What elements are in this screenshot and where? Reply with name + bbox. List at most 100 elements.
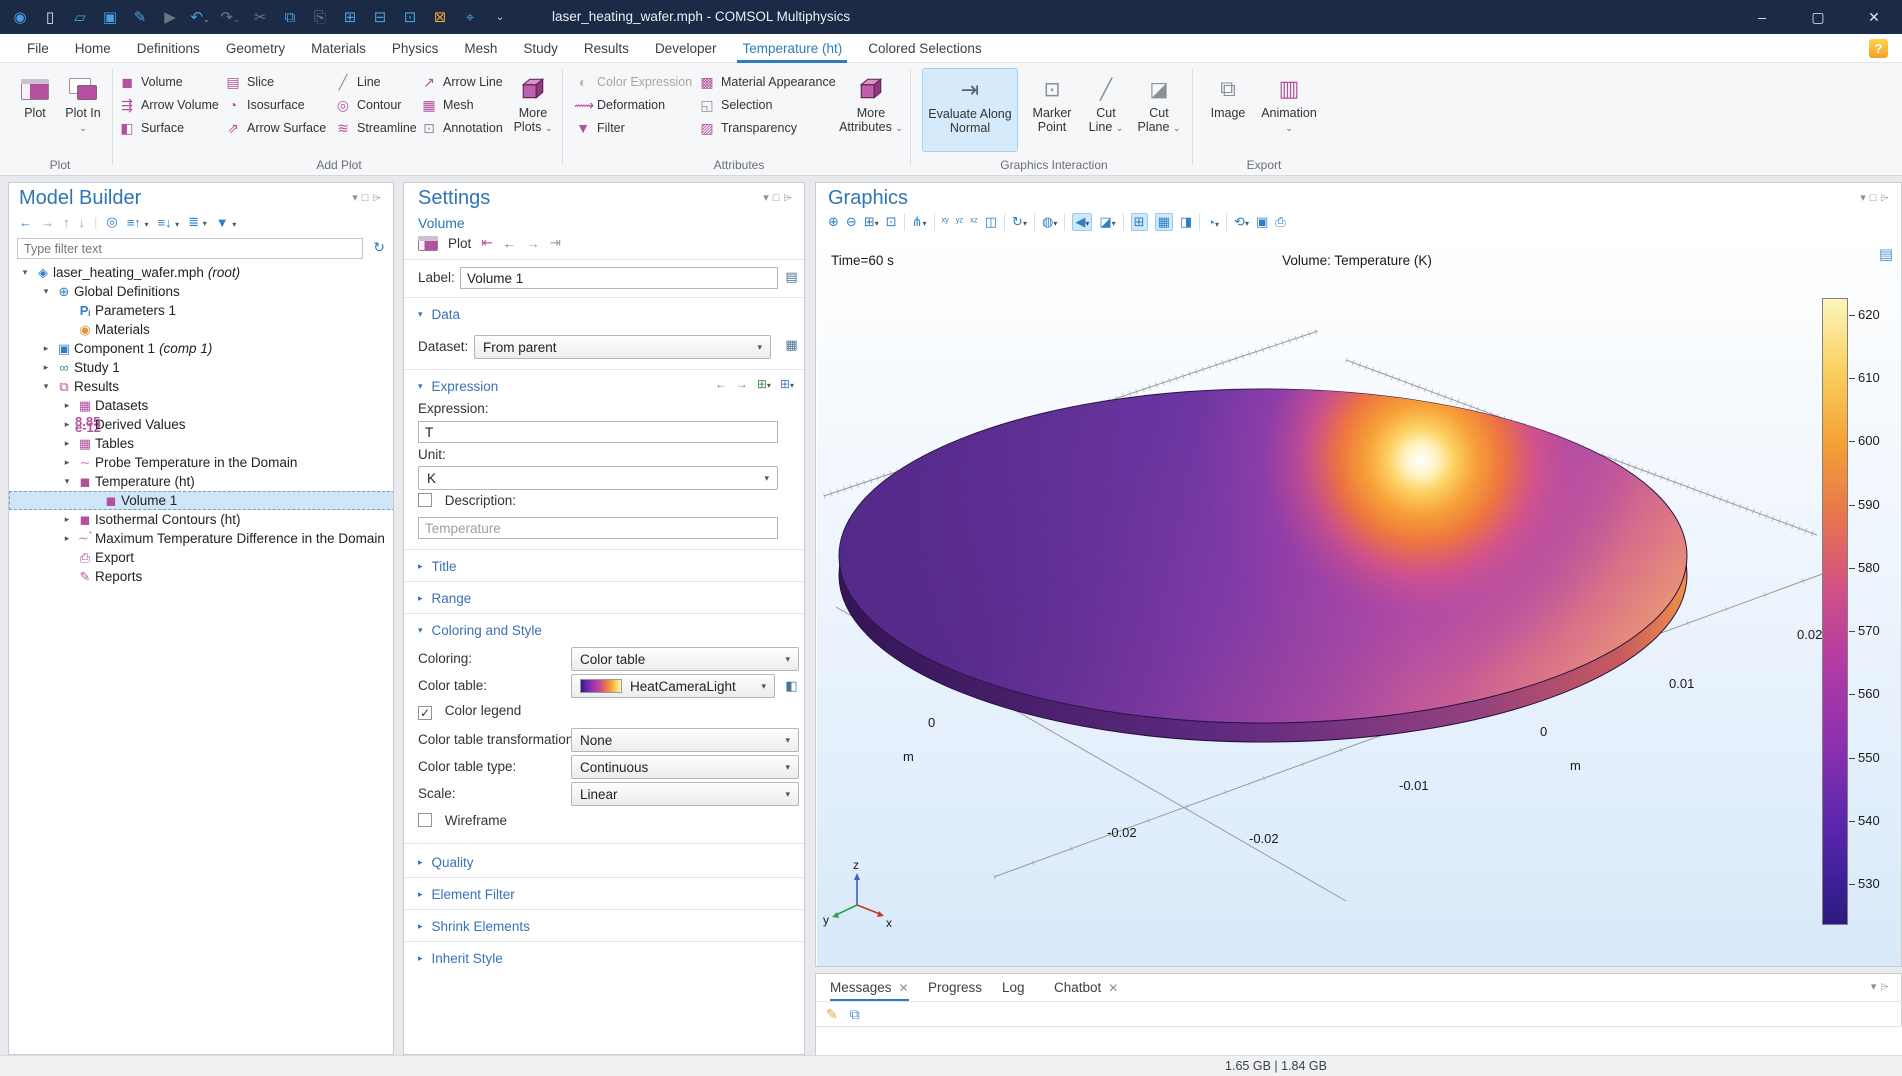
save-as-icon[interactable]: ✎ (133, 9, 147, 26)
description-input[interactable] (418, 517, 778, 539)
add-mesh-button[interactable]: ▦ Mesh (420, 93, 473, 117)
menu-temperature-ht[interactable]: Temperature (ht) (729, 34, 855, 63)
wireframe-checkbox[interactable] (418, 813, 432, 827)
add-arrow-line-button[interactable]: ↗ Arrow Line (420, 70, 503, 94)
tree-item-tables[interactable]: ▸ ▦ Tables (64, 435, 135, 452)
panel-menu-icon[interactable]: ▾ (1860, 192, 1870, 204)
selection-button[interactable]: ◱ Selection (698, 93, 772, 117)
go-to-xz-view-icon[interactable]: ˣᶻ (970, 216, 978, 228)
section-shrink-elements[interactable]: ▸ Shrink Elements (418, 918, 530, 934)
scale-dropdown[interactable]: Linear ▾ (571, 782, 799, 806)
panel-menu-icon[interactable]: ▾ (352, 192, 362, 204)
menu-developer[interactable]: Developer (654, 40, 717, 56)
previous-plot-icon[interactable]: ← (502, 235, 517, 251)
add-surface-button[interactable]: ◧ Surface (118, 116, 184, 140)
run-icon[interactable]: ▶ (164, 9, 176, 26)
zoom-out-icon[interactable]: ⊖ (845, 214, 857, 229)
section-range[interactable]: ▸ Range (418, 590, 472, 606)
panel-menu-icon[interactable]: ▾ (763, 192, 773, 204)
next-plot-icon[interactable]: → (526, 235, 540, 251)
tab-progress[interactable]: Progress (928, 980, 983, 995)
open-file-icon[interactable]: ▱ (74, 9, 86, 26)
add-volume-button[interactable]: ◼ Volume (118, 70, 183, 94)
add-line-button[interactable]: ╱ Line (334, 70, 381, 94)
label-input[interactable] (460, 267, 778, 289)
save-icon[interactable]: ▣ (102, 9, 118, 26)
expression-input[interactable] (418, 421, 778, 443)
plot-in-button[interactable]: Plot In ⌄ (60, 68, 106, 152)
forward-icon[interactable]: → (41, 214, 54, 230)
color-legend-checkbox[interactable]: ✓ (418, 706, 432, 720)
node-text-icon[interactable]: ≣ ▾ (188, 214, 207, 229)
add-arrow-surface-button[interactable]: ⇗ Arrow Surface (224, 116, 326, 140)
tree-item-results[interactable]: ▾ ⧉ Results (43, 378, 120, 395)
maximize-button[interactable]: ▢ (1811, 9, 1825, 25)
description-checkbox[interactable] (418, 493, 432, 507)
close-button[interactable]: ✕ (1868, 9, 1880, 25)
tree-item-probe-temperature[interactable]: ▸ ∼ Probe Temperature in the Domain (64, 454, 298, 471)
close-tab-icon[interactable]: ✕ (1108, 981, 1119, 995)
pin-panel-icon[interactable]: ⌲ (372, 192, 385, 204)
tree-item-datasets[interactable]: ▸ ▦ Datasets (64, 397, 149, 414)
delete-icon[interactable]: ⊟ (373, 9, 387, 26)
float-panel-icon[interactable]: □ (361, 192, 373, 204)
zoom-box-icon[interactable]: ⊞▾ (863, 214, 879, 229)
split-view-icon[interactable]: ◨ (1179, 214, 1193, 229)
go-to-yz-view-icon[interactable]: ʸᶻ (955, 216, 964, 228)
zoom-extents-icon[interactable]: ⊡ (885, 214, 897, 229)
material-appearance-button[interactable]: ▩ Material Appearance (698, 70, 835, 94)
tree-item-study-1[interactable]: ▸ ∞ Study 1 (43, 360, 120, 375)
pin-panel-icon[interactable]: ⌲ (783, 192, 796, 204)
color-table-type-dropdown[interactable]: Continuous ▾ (571, 755, 799, 779)
coloring-dropdown[interactable]: Color table ▾ (571, 647, 799, 671)
menu-geometry[interactable]: Geometry (225, 40, 286, 56)
tree-item-materials[interactable]: ◉ Materials (9, 320, 393, 339)
tree-item-derived-values[interactable]: ▸ 8.85 e-12 Derived Values (64, 415, 186, 434)
dataset-dropdown[interactable]: From parent ▾ (474, 335, 771, 359)
float-panel-icon[interactable]: □ (772, 192, 784, 204)
deformation-button[interactable]: ⟿ Deformation (574, 96, 666, 113)
new-file-icon[interactable]: ▯ (45, 9, 55, 26)
section-inherit-style[interactable]: ▸ Inherit Style (418, 950, 503, 966)
tree-item-isothermal-contours[interactable]: ▸ ◼ Isothermal Contours (ht) (64, 511, 241, 528)
sound-toggle-icon[interactable]: ◀▾ (1072, 213, 1093, 231)
print-icon[interactable]: ⎙ (1275, 214, 1286, 229)
add-isosurface-button[interactable]: ◔ Isosurface (224, 93, 305, 117)
first-plot-icon[interactable]: ⇤ (481, 235, 493, 250)
help-icon[interactable]: ? (1869, 39, 1888, 58)
label-options-icon[interactable]: ▤ (785, 269, 798, 284)
color-table-dropdown[interactable]: HeatCameraLight ▾ (571, 674, 775, 698)
tree-item-component-1[interactable]: ▸ ▣ Component 1 (comp 1) (43, 340, 213, 357)
more-plots-button[interactable]: More Plots ⌄ (508, 68, 558, 152)
collapse-all-icon[interactable]: ≡↑ ▾ (126, 214, 149, 230)
transparency-toggle-icon[interactable]: ◪▾ (1099, 214, 1116, 229)
tree-filter-input[interactable] (17, 238, 363, 259)
add-annotation-button[interactable]: ⊡ Annotation (420, 116, 503, 140)
plot-canvas[interactable]: Time=60 s Volume: Temperature (K) ▤ (817, 237, 1901, 966)
menu-physics[interactable]: Physics (391, 40, 439, 56)
settings-plot-button[interactable]: Plot (448, 235, 472, 251)
menu-home[interactable]: Home (74, 40, 111, 56)
menu-study[interactable]: Study (523, 40, 558, 56)
tree-filter-icon[interactable]: ▼ ▾ (215, 214, 237, 230)
menu-colored-selections[interactable]: Colored Selections (868, 40, 982, 56)
go-to-source-icon[interactable]: ▦ (785, 337, 798, 352)
copy-messages-icon[interactable]: ⧉ (849, 1005, 860, 1022)
scene-light-icon[interactable]: ◍▾ (1041, 214, 1058, 229)
last-plot-icon[interactable]: ⇥ (549, 235, 561, 250)
add-arrow-volume-button[interactable]: ⇶ Arrow Volume (118, 93, 219, 117)
rotate-icon[interactable]: ↻▾ (1012, 214, 1027, 229)
duplicate-icon[interactable]: ⊞ (343, 9, 357, 26)
section-coloring-and-style[interactable]: ▾ Coloring and Style (418, 622, 542, 638)
insert-expression-icon[interactable]: ⊞▾ (779, 377, 794, 391)
plot-context-menu-icon[interactable]: ▤ (1878, 246, 1893, 263)
next-expression-icon[interactable]: → (735, 377, 748, 391)
move-down-icon[interactable]: ↓ (78, 214, 86, 230)
tab-messages[interactable]: Messages ✕ (830, 974, 909, 1001)
tree-item-root[interactable]: ▾ ◈ laser_heating_wafer.mph (root) (22, 264, 241, 281)
undo-icon[interactable]: ↶⌄ (190, 9, 210, 26)
transparency-button[interactable]: ▨ Transparency (698, 116, 797, 140)
copy-icon[interactable]: ⧉ (284, 8, 296, 26)
section-expression[interactable]: ▾ Expression (418, 378, 499, 394)
filter-button[interactable]: ▼ Filter (574, 116, 625, 140)
